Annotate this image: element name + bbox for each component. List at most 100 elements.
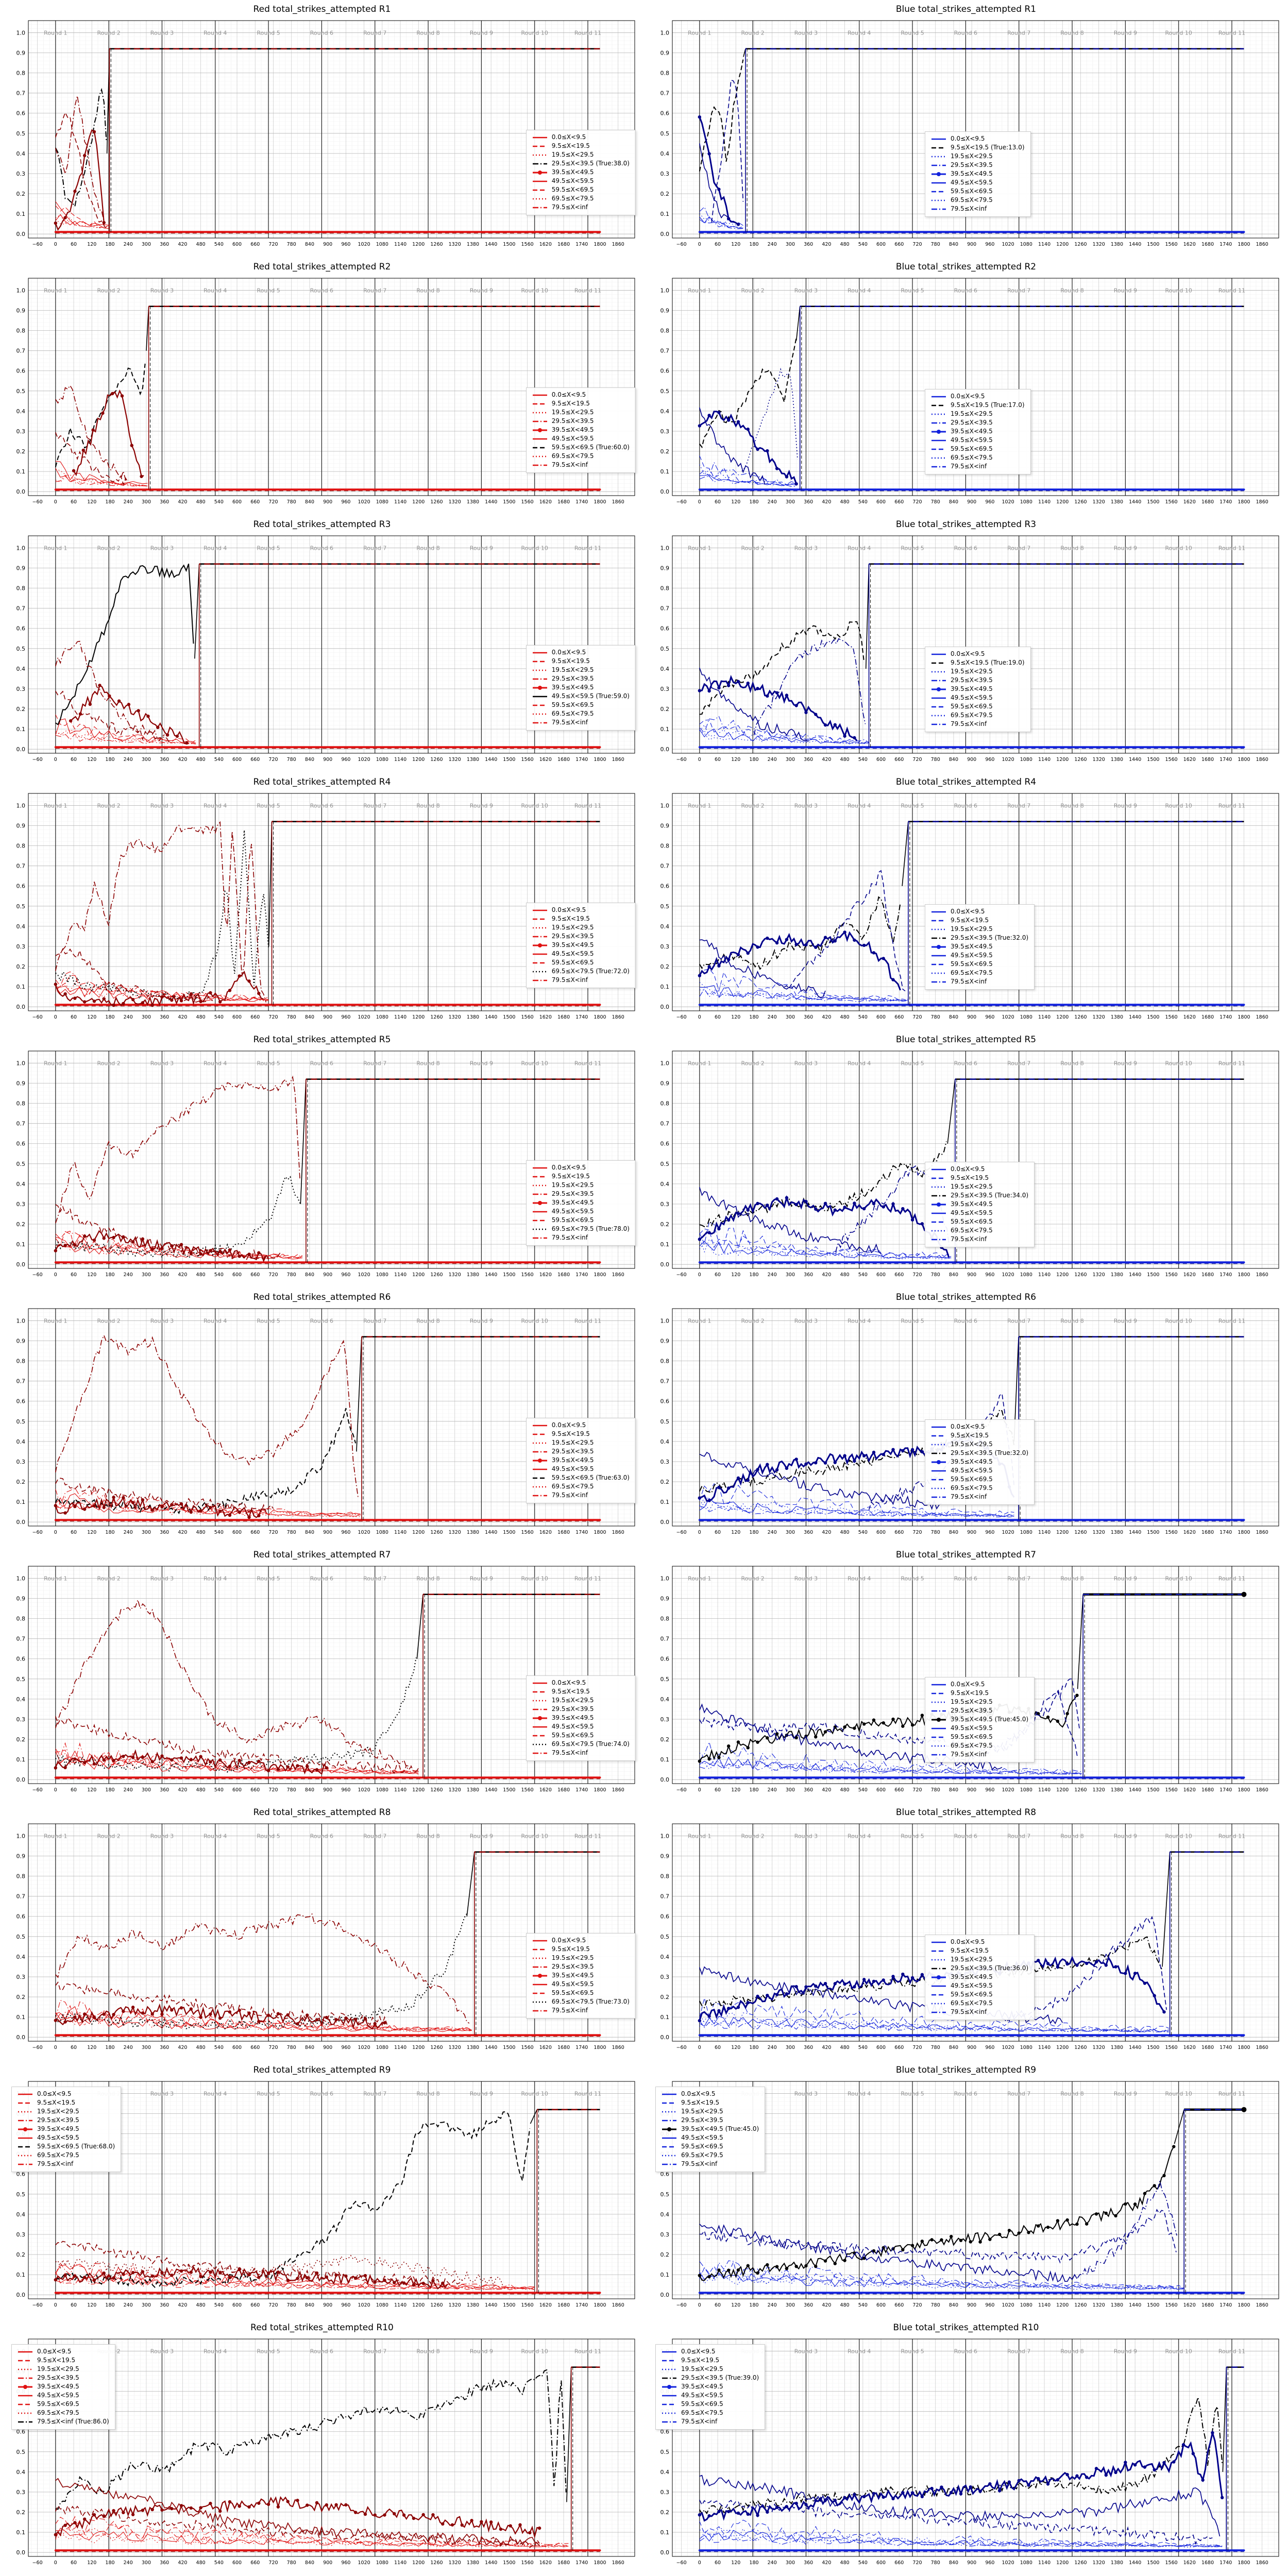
legend-entry: 9.5≤X<19.5 (True:13.0) [931,144,1025,151]
x-tick-label: 60 [715,757,721,762]
legend-line-icon [931,404,946,406]
y-tick-label: 0.5 [16,646,26,652]
x-tick-label: 240 [124,242,133,247]
x-tick-label: 1140 [1038,1530,1050,1535]
legend-line-icon [532,1691,547,1693]
legend-line-icon [18,2155,32,2157]
x-tick-label: 1860 [612,757,624,762]
y-tick-label: 0.3 [660,1716,670,1723]
legend-entry: 79.5≤X<inf [931,463,1025,470]
x-tick-label: 300 [142,2302,151,2308]
legend-blue-r8: 0.0≤X<9.5 9.5≤X<19.5 19.5≤X<29.5 29.5≤X<39.… [925,1935,1035,2020]
round-label: Round 4 [848,802,871,809]
x-tick-label: 1620 [539,1530,552,1535]
x-tick-label: 600 [232,1530,242,1535]
legend-line-icon [931,1452,946,1454]
legend-red-r5: 0.0≤X<9.5 9.5≤X<19.5 19.5≤X<29.5 29.5≤X<39.… [526,1160,636,1246]
x-tick-label: 1740 [575,2045,588,2050]
x-tick-label: 1800 [594,1014,606,1020]
round-label: Round 11 [574,802,601,809]
legend-line-icon [931,972,946,974]
x-tick-label: 1560 [521,1014,534,1020]
x-tick-label: 1680 [1201,1787,1214,1793]
x-tick-label: 1200 [1056,242,1069,247]
x-tick-label: 1200 [412,2560,425,2566]
legend-red-r7: 0.0≤X<9.5 9.5≤X<19.5 19.5≤X<29.5 29.5≤X<39.… [526,1675,636,1761]
y-tick-label: 1.0 [16,29,26,36]
y-tick-label: 0.6 [16,625,26,632]
y-tick-label: 0.6 [660,883,670,890]
legend-line-icon [931,1426,946,1428]
legend-line-icon [931,1186,946,1188]
round-label: Round 4 [204,1060,227,1066]
y-tick-label: 0.8 [660,585,670,592]
legend-entry: 49.5≤X<59.5 [931,694,1025,702]
x-tick-label: 360 [804,2045,813,2050]
y-tick-label: 0.0 [660,1776,670,1783]
y-tick-label: 0.0 [660,488,670,495]
x-tick-label: 1080 [1020,757,1032,762]
chart-title-blue-r5: Blue total_strikes_attempted R5 [895,1035,1037,1045]
legend-label: 49.5≤X<59.5 [551,177,594,185]
x-tick-label: 660 [894,1787,904,1793]
y-tick-label: 1.0 [660,287,670,294]
x-tick-label: 600 [876,1272,886,1278]
legend-line-icon [931,920,946,922]
x-tick-label: 1560 [1165,1014,1178,1020]
round-label: Round 10 [521,287,548,294]
x-tick-label: 1440 [485,1014,497,1020]
x-tick-label: 1320 [1093,499,1105,505]
legend-entry: 59.5≤X<69.5 [18,2401,109,2408]
legend-line-icon [662,2403,676,2405]
legend-entry: 29.5≤X<39.5 (True:32.0) [931,1450,1028,1457]
y-tick-label: 0.9 [660,1853,670,1860]
x-tick-label: 660 [250,1014,260,1020]
x-tick-label: 540 [214,1787,224,1793]
legend-entry: 69.5≤X<79.5 [662,2410,759,2417]
legend-blue-r3: 0.0≤X<9.5 9.5≤X<19.5 (True:19.0) 19.5≤X<29… [925,647,1031,732]
round-label: Round 9 [470,545,493,551]
round-label: Round 8 [1060,545,1083,551]
round-label: Round 3 [150,2090,174,2097]
x-tick-label: 240 [768,2045,777,2050]
x-tick-label: 1860 [612,1014,624,1020]
x-tick-label: 1560 [1165,242,1178,247]
round-label: Round 6 [310,1317,333,1324]
x-tick-label: 900 [323,1272,332,1278]
x-tick-label: 1380 [467,499,479,505]
y-tick-label: 0.7 [660,1121,670,1127]
legend-line-icon [532,1433,547,1435]
x-tick-label: 1260 [430,2302,443,2308]
x-tick-label: 720 [268,1014,278,1020]
legend-entry: 0.0≤X<9.5 [532,134,630,141]
legend-label: 9.5≤X<19.5 [951,1174,989,1182]
round-label: Round 2 [741,545,764,551]
y-tick-label: 0.2 [16,2251,26,2258]
x-tick-label: 1680 [557,242,570,247]
legend-entry: 69.5≤X<79.5 [532,453,630,460]
legend-entry: 39.5≤X<49.5 [532,942,630,949]
chart-title-blue-r8: Blue total_strikes_attempted R8 [895,1807,1037,1818]
x-tick-label: 1560 [1165,499,1178,505]
round-label: Round 8 [1060,1060,1083,1066]
y-tick-label: 0.6 [660,1141,670,1147]
y-tick-label: 0.5 [660,388,670,395]
x-tick-label: 720 [268,1530,278,1535]
x-tick-label: 360 [804,2302,813,2308]
legend-label: 0.0≤X<9.5 [951,908,985,916]
x-tick-label: 480 [196,1530,206,1535]
x-tick-label: 1260 [1074,1787,1087,1793]
x-tick-label: 480 [840,2045,850,2050]
round-label: Round 8 [416,545,439,551]
x-tick-label: 420 [822,757,831,762]
legend-blue-r7: 0.0≤X<9.5 9.5≤X<19.5 19.5≤X<29.5 29.5≤X<39.… [925,1677,1035,1762]
x-tick-label: 1860 [1256,1530,1268,1535]
round-label: Round 10 [521,545,548,551]
x-tick-label: 1740 [575,1787,588,1793]
x-tick-label: 300 [786,1530,795,1535]
legend-label: 0.0≤X<9.5 [951,1681,985,1688]
x-tick-label: 720 [268,1787,278,1793]
legend-line-icon [18,2421,32,2423]
round-label: Round 7 [1007,545,1030,551]
x-tick-label: 780 [931,2302,940,2308]
